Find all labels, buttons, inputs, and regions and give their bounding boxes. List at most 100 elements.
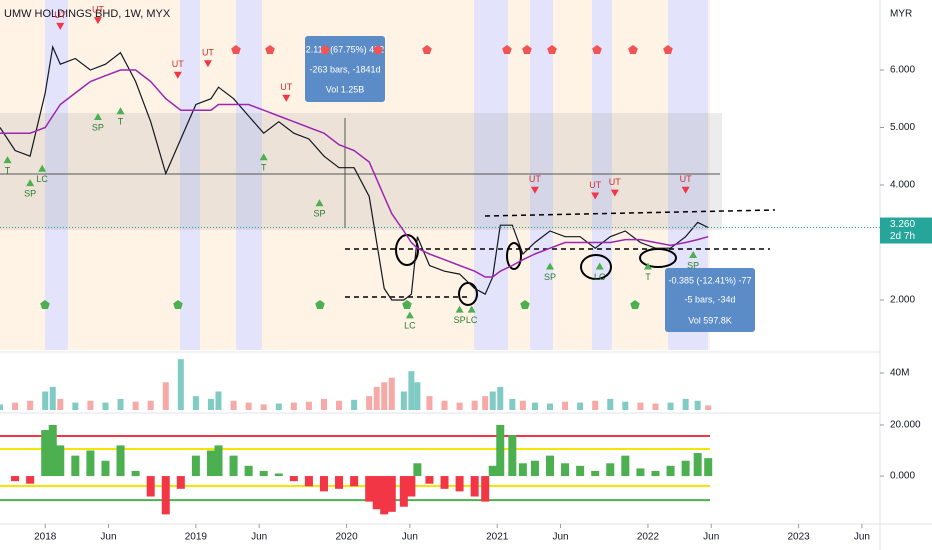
signal-marker [546, 262, 554, 270]
range-box [0, 113, 722, 230]
signal-label: SP [454, 315, 466, 325]
signal-pentagon [231, 45, 241, 54]
volume-bar [400, 391, 407, 410]
signal-label: UT [172, 59, 184, 69]
band-blue [180, 0, 200, 350]
x-tick-label: 2019 [185, 532, 208, 543]
signal-pentagon [173, 300, 183, 309]
signal-pentagon [265, 45, 275, 54]
volume-bar [117, 398, 124, 410]
measure-bg [665, 268, 755, 332]
background-bands [0, 0, 776, 350]
osc-bar [481, 476, 490, 502]
volume-bar [519, 400, 526, 410]
osc-bar [161, 476, 170, 515]
circle [580, 254, 612, 280]
measure-text: -0.385 (-12.41%) -77 [668, 275, 751, 285]
x-tick-label: Jun [251, 532, 267, 543]
measure-text: Vol 597.8K [688, 315, 732, 325]
volume-bar [275, 403, 282, 410]
osc-bar [116, 445, 125, 477]
osc-bar [365, 476, 374, 502]
signal-pentagon [628, 45, 638, 54]
volume-bar [531, 402, 538, 410]
x-tick-label: Jun [703, 532, 719, 543]
band-blue [236, 0, 262, 350]
band-blue [592, 0, 612, 350]
osc-bar [399, 476, 408, 507]
volume-bar [57, 398, 64, 410]
volume-bar [336, 400, 343, 410]
volume-bar [320, 398, 327, 410]
band-blue [530, 0, 553, 350]
osc-bar [681, 460, 690, 477]
signal-marker [591, 192, 600, 200]
x-tick-label: 2018 [34, 532, 57, 543]
chart-title: UMW HOLDINGS BHD, 1W, MYX [4, 8, 171, 20]
countdown: 2d 7h [890, 231, 915, 242]
volume-bar [230, 400, 237, 410]
last-price: 3.260 [890, 219, 915, 230]
volume-bar [441, 400, 448, 410]
osc-bar [56, 445, 65, 477]
osc-bar [11, 476, 20, 482]
x-tick-label: Jun [100, 532, 116, 543]
signal-label: T [5, 165, 11, 175]
y-tick-label: 5.000 [890, 122, 915, 133]
signal-marker [681, 186, 690, 194]
osc-bar [274, 473, 283, 477]
signal-label: SP [544, 272, 556, 282]
osc-bar [440, 476, 449, 489]
measure-text: Vol 1.25B [326, 84, 365, 94]
currency: MYR [890, 9, 912, 20]
osc-bar [455, 476, 464, 492]
osc-bar [26, 476, 35, 484]
signal-marker [93, 17, 102, 25]
measure-box: 2.110 (67.75%) 422 -263 bars, -1841d Vol… [305, 36, 385, 102]
signal-pentagon [592, 45, 602, 54]
signal-label: UT [280, 82, 292, 92]
signal-marker [173, 71, 182, 79]
signal-marker [3, 156, 12, 164]
volume-bar [373, 386, 380, 410]
osc-bar [41, 430, 50, 477]
volume-bar [652, 403, 659, 410]
measure-text: -5 bars, -34d [684, 294, 735, 304]
osc-bar [71, 455, 80, 477]
osc-bar [636, 468, 645, 477]
volume-bar [162, 382, 169, 410]
measure-box: -0.385 (-12.41%) -77 -5 bars, -34d Vol 5… [665, 268, 755, 332]
signal-label: UT [202, 48, 214, 58]
signal-marker [315, 199, 324, 207]
signal-marker [530, 186, 539, 194]
measure-text: 2.110 (67.75%) 422 [306, 44, 384, 54]
volume-bar [682, 398, 689, 410]
signal-label: SP [687, 260, 699, 270]
signal-marker [455, 305, 464, 313]
volume-bar [351, 399, 358, 410]
signal-marker [689, 250, 698, 258]
volume-bar [694, 400, 701, 410]
volume-bar [414, 382, 421, 410]
signal-label: UT [529, 174, 541, 184]
volume-bar [705, 405, 712, 410]
signal-marker [282, 94, 291, 102]
osc-bar [576, 465, 585, 477]
osc-bar [48, 424, 57, 477]
signal-pentagon [315, 300, 325, 309]
signal-label: SP [313, 209, 325, 219]
signal-marker [93, 112, 102, 120]
signal-marker [56, 22, 65, 30]
circle [506, 242, 522, 270]
volume-bar [667, 402, 674, 410]
osc-bar [693, 453, 702, 477]
volume-bar [471, 400, 478, 410]
osc-bar [413, 463, 422, 477]
osc-bar [561, 463, 570, 477]
volume-bar [260, 404, 267, 410]
volume-bar [366, 396, 373, 410]
signal-label: LC [404, 321, 416, 331]
volume-bar [0, 404, 3, 410]
price-line [0, 44, 709, 301]
